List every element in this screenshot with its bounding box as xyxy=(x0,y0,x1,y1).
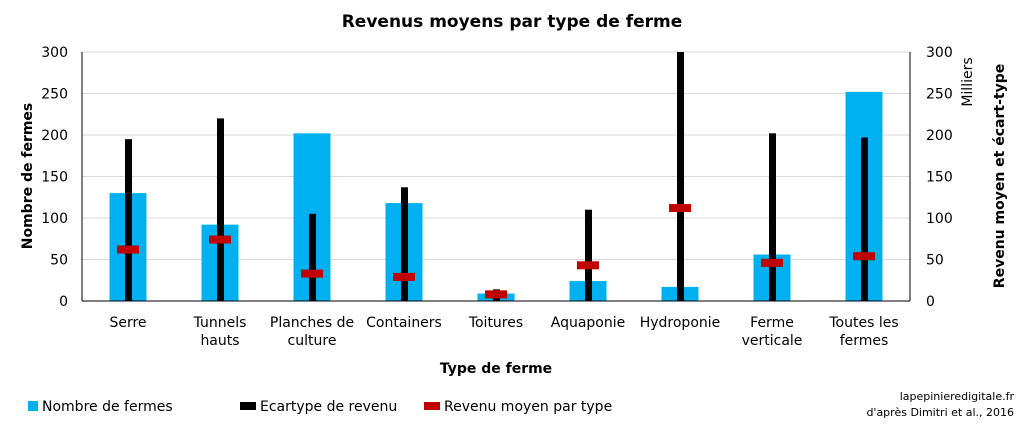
bar-ecartype xyxy=(125,139,132,301)
bar-ecartype xyxy=(861,137,868,301)
bar-ecartype xyxy=(309,213,316,301)
bar-ecartype xyxy=(217,118,224,302)
category-label: Containers xyxy=(366,315,442,331)
marker-revenu-moyen xyxy=(393,272,415,281)
y2-axis-title: Revenu moyen et écart-type xyxy=(992,64,1008,288)
y2-tick-label: 200 xyxy=(926,128,953,144)
category-label: Aquaponie xyxy=(551,315,626,331)
marker-revenu-moyen xyxy=(669,204,691,213)
y-tick-label: 50 xyxy=(50,253,68,269)
category-label: Hydroponie xyxy=(640,315,721,331)
marker-revenu-moyen xyxy=(117,245,139,254)
y2-unit-label: Milliers xyxy=(960,57,976,106)
y2-tick-label: 50 xyxy=(926,253,944,269)
legend-label-nombre: Nombre de fermes xyxy=(42,399,173,415)
y-axis-title: Nombre de fermes xyxy=(20,103,36,250)
legend-swatch-nombre xyxy=(28,401,38,411)
legend-label-revenu: Revenu moyen par type xyxy=(444,399,612,415)
marker-revenu-moyen xyxy=(577,261,599,270)
y-tick-label: 250 xyxy=(41,87,68,103)
category-label: fermes xyxy=(840,333,889,349)
credit-site: lapepinieredigitale.fr xyxy=(900,390,1015,403)
legend-swatch-revenu xyxy=(424,402,440,410)
y-tick-label: 200 xyxy=(41,128,68,144)
credit-source: d'après Dimitri et al., 2016 xyxy=(866,406,1014,419)
bar-ecartype xyxy=(585,209,592,301)
y2-tick-label: 100 xyxy=(926,211,953,227)
bars-nombre-de-fermes xyxy=(109,91,883,301)
category-label: Toitures xyxy=(468,315,523,331)
markers-revenu-moyen xyxy=(117,204,875,299)
y2-tick-label: 250 xyxy=(926,87,953,103)
y-tick-label: 300 xyxy=(41,45,68,61)
bar-ecartype xyxy=(769,133,776,301)
category-label: culture xyxy=(288,333,337,349)
marker-revenu-moyen xyxy=(761,258,783,267)
left-axis-ticks: 0 50 100 150 200 250 300 xyxy=(41,45,68,310)
y2-tick-label: 300 xyxy=(926,45,953,61)
y2-tick-label: 0 xyxy=(926,294,935,310)
marker-revenu-moyen xyxy=(485,290,507,299)
legend-label-ecartype: Ecartype de revenu xyxy=(260,399,397,415)
category-label: Toutes les xyxy=(828,315,898,331)
y2-tick-label: 150 xyxy=(926,170,953,186)
y-tick-label: 100 xyxy=(41,211,68,227)
category-label: Planches de xyxy=(270,315,354,331)
category-label: Tunnels xyxy=(193,315,247,331)
bar-ecartype xyxy=(401,187,408,301)
category-label: Serre xyxy=(109,315,146,331)
category-labels: Serre Tunnels hauts Planches de culture Conta… xyxy=(109,315,898,349)
category-label: Ferme xyxy=(750,315,794,331)
x-axis-title: Type de ferme xyxy=(440,361,552,377)
legend-swatch-ecartype xyxy=(240,402,256,410)
legend: Nombre de fermes Ecartype de revenu Reve… xyxy=(28,399,612,415)
marker-revenu-moyen xyxy=(301,269,323,278)
category-label: verticale xyxy=(742,333,803,349)
chart-title: Revenus moyens par type de ferme xyxy=(342,12,683,32)
bar-ecartype xyxy=(677,52,684,301)
marker-revenu-moyen xyxy=(853,252,875,261)
category-label: hauts xyxy=(200,333,239,349)
right-axis-ticks: 0 50 100 150 200 250 300 xyxy=(926,45,953,310)
marker-revenu-moyen xyxy=(209,235,231,244)
y-tick-label: 150 xyxy=(41,170,68,186)
y-tick-label: 0 xyxy=(59,294,68,310)
